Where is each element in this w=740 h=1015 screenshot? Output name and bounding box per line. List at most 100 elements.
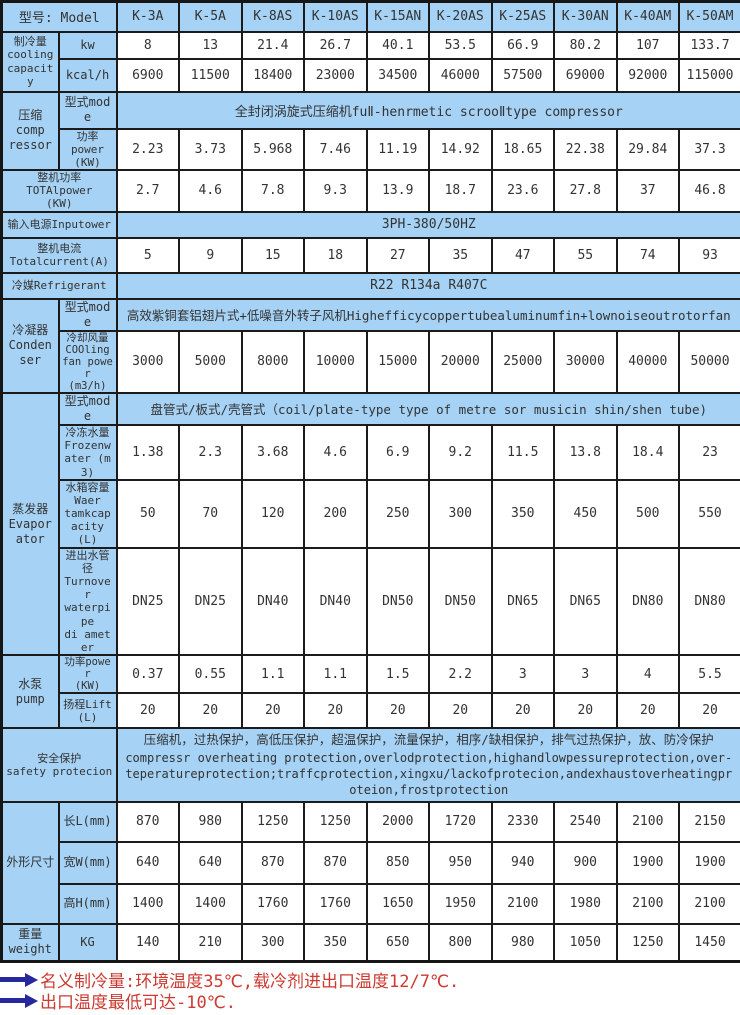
table-cell: 13	[179, 32, 242, 59]
table-cell: 93	[679, 238, 740, 273]
table-cell: 115000	[679, 59, 740, 92]
weight-label: 重量 weight	[2, 924, 59, 962]
table-cell: 9.2	[429, 425, 492, 480]
table-cell: 8	[117, 32, 180, 59]
table-cell: 20	[367, 693, 430, 728]
evaporator-label: 蒸发器 Evaporator	[2, 393, 59, 655]
table-cell: 300	[429, 480, 492, 548]
pump-power-label: 功率power (KW)	[59, 655, 117, 693]
frozen-water-label: 冷冻水量 Frozenwater (m3)	[59, 425, 117, 480]
table-cell: 4.6	[179, 170, 242, 212]
table-cell: 13.8	[554, 425, 617, 480]
table-row-compressor-mode: 压缩 comp ressor 型式mode 全封闭涡旋式压缩机fuⅡ-henrm…	[2, 92, 740, 129]
table-cell: 0.55	[179, 655, 242, 693]
table-cell: 27	[367, 238, 430, 273]
table-cell: 27.8	[554, 170, 617, 212]
evaporator-mode-label: 型式mode	[59, 393, 117, 425]
table-cell: 14.92	[429, 129, 492, 171]
table-cell: 2100	[617, 802, 680, 842]
table-cell: 20	[117, 693, 180, 728]
compressor-power-label: 功率 power (KW)	[59, 129, 117, 171]
table-cell: 800	[429, 924, 492, 962]
table-cell: 1250	[242, 802, 305, 842]
table-cell: 20000	[429, 331, 492, 393]
table-cell: 980	[179, 802, 242, 842]
table-cell: 23.6	[492, 170, 555, 212]
safety-value: 压缩机，过热保护，高低压保护，超温保护，流量保护，相序/缺相保护，排气过热保护，…	[117, 728, 740, 801]
table-cell: 37	[617, 170, 680, 212]
table-cell: K-15AN	[367, 2, 430, 32]
table-cell: 21.4	[242, 32, 305, 59]
table-cell: 1250	[304, 802, 367, 842]
table-cell: K-10AS	[304, 2, 367, 32]
table-cell: 50000	[679, 331, 740, 393]
table-cell: 23000	[304, 59, 367, 92]
table-cell: 1.5	[367, 655, 430, 693]
model-header-cell: 型号: Model	[2, 2, 117, 32]
condenser-mode-label: 型式mode	[59, 299, 117, 331]
table-cell: 2150	[679, 802, 740, 842]
height-label: 高H(mm)	[59, 884, 117, 924]
table-cell: 20	[554, 693, 617, 728]
table-cell: 950	[429, 842, 492, 884]
table-cell: 2100	[617, 884, 680, 924]
table-cell: 2540	[554, 802, 617, 842]
table-cell: 640	[117, 842, 180, 884]
table-cell: DN80	[617, 548, 680, 656]
table-cell: 140	[117, 924, 180, 962]
table-cell: 350	[304, 924, 367, 962]
table-cell: 40000	[617, 331, 680, 393]
table-cell: 25000	[492, 331, 555, 393]
compressor-label: 压缩 comp ressor	[2, 92, 59, 171]
table-cell: 1400	[117, 884, 180, 924]
table-cell: 23	[679, 425, 740, 480]
table-cell: 47	[492, 238, 555, 273]
pipe-diameter-label: 进出水管径 Turnover waterpipe di ameter	[59, 548, 117, 656]
table-cell: 1050	[554, 924, 617, 962]
table-cell: 870	[304, 842, 367, 884]
table-cell: 18.7	[429, 170, 492, 212]
table-cell: 450	[554, 480, 617, 548]
table-cell: 1900	[617, 842, 680, 884]
safety-text-en: compressr overheating protection,overlod…	[124, 750, 735, 799]
table-cell: 2100	[492, 884, 555, 924]
table-cell: 2.23	[117, 129, 180, 171]
table-cell: 9	[179, 238, 242, 273]
total-power-label: 整机功率 TOTAlpower (KW)	[2, 170, 117, 212]
table-cell: 5	[117, 238, 180, 273]
table-cell: 940	[492, 842, 555, 884]
table-cell: 69000	[554, 59, 617, 92]
table-cell: K-50AM	[679, 2, 740, 32]
table-cell: 1.1	[304, 655, 367, 693]
table-cell: 20	[179, 693, 242, 728]
table-cell: 2100	[679, 884, 740, 924]
table-cell: 3	[554, 655, 617, 693]
table-cell: 133.7	[679, 32, 740, 59]
table-row-refrigerant: 冷媒Refrigerant R22 R134a R407C	[2, 273, 740, 299]
table-cell: 50	[117, 480, 180, 548]
total-current-label: 整机电流 Totalcurrent(A)	[2, 238, 117, 273]
table-cell: 200	[304, 480, 367, 548]
table-cell: 0.37	[117, 655, 180, 693]
table-cell: 3.73	[179, 129, 242, 171]
table-cell: 6900	[117, 59, 180, 92]
note-line-1: 名义制冷量:环境温度35℃,载冷剂进出口温度12/7℃.	[0, 969, 740, 990]
table-cell: 7.8	[242, 170, 305, 212]
compressor-mode-value: 全封闭涡旋式压缩机fuⅡ-henrmetic scrooⅡtype compre…	[117, 92, 740, 129]
table-cell: K-8AS	[242, 2, 305, 32]
table-cell: 1720	[429, 802, 492, 842]
notes: 名义制冷量:环境温度35℃,载冷剂进出口温度12/7℃. 出口温度最低可达-10…	[0, 963, 740, 1015]
table-cell: 1900	[679, 842, 740, 884]
weight-unit-label: KG	[59, 924, 117, 962]
table-cell: K-40AM	[617, 2, 680, 32]
table-cell: 2330	[492, 802, 555, 842]
table-cell: 870	[117, 802, 180, 842]
table-cell: 1.38	[117, 425, 180, 480]
